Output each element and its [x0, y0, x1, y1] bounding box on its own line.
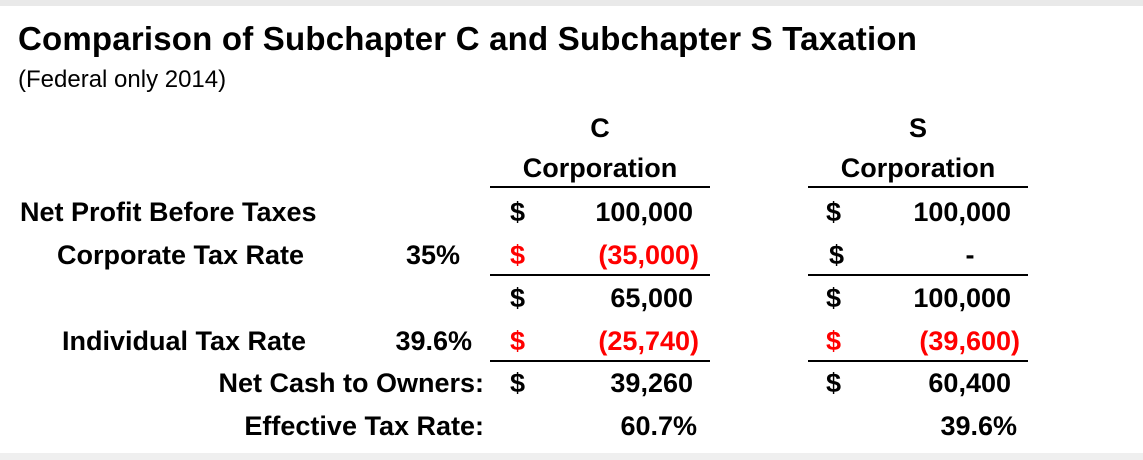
c-column-header-line2: Corporation	[522, 153, 678, 183]
indiv-tax-rate: 39.6%	[395, 326, 472, 356]
net-profit-c-value: 100,000	[595, 197, 693, 227]
corp-tax-s-value: -	[965, 240, 975, 270]
s-total-rule	[808, 360, 1028, 362]
page-title: Comparison of Subchapter C and Subchapte…	[18, 20, 918, 57]
net-profit-s-sign: $	[826, 197, 842, 227]
corp-tax-s-sign: $	[829, 240, 845, 270]
after-corp-s-sign: $	[826, 283, 842, 313]
indiv-tax-c-sign: $	[510, 326, 526, 356]
s-subtotal-rule	[808, 274, 1028, 276]
net-profit-c-sign: $	[510, 197, 526, 227]
s-column-header-line2: Corporation	[840, 153, 996, 183]
corp-tax-rate: 35%	[405, 240, 460, 270]
indiv-tax-s-value: (39,600)	[919, 326, 1020, 356]
effective-rate-s-value: 39.6%	[940, 411, 1017, 441]
after-corp-c-value: 65,000	[610, 283, 693, 313]
s-header-underline	[808, 186, 1028, 188]
effective-rate-c-value: 60.7%	[620, 411, 697, 441]
after-corp-s-value: 100,000	[913, 283, 1011, 313]
page-subtitle: (Federal only 2014)	[18, 66, 227, 93]
c-subtotal-rule	[490, 274, 710, 276]
top-border	[0, 0, 1143, 6]
c-total-rule	[490, 360, 710, 362]
indiv-tax-s-sign: $	[826, 326, 842, 356]
net-cash-c-value: 39,260	[610, 368, 693, 398]
c-header-underline	[490, 186, 710, 188]
corp-tax-c-value: (35,000)	[598, 240, 699, 270]
net-cash-label: Net Cash to Owners:	[218, 368, 484, 398]
net-cash-c-sign: $	[510, 368, 526, 398]
indiv-tax-label: Individual Tax Rate	[62, 326, 307, 356]
bottom-border	[0, 453, 1143, 460]
s-column-header-line1: S	[908, 113, 927, 143]
net-profit-s-value: 100,000	[913, 197, 1011, 227]
indiv-tax-c-value: (25,740)	[598, 326, 699, 356]
c-column-header-line1: C	[590, 113, 610, 143]
after-corp-c-sign: $	[510, 283, 526, 313]
corp-tax-c-sign: $	[510, 240, 526, 270]
net-cash-s-sign: $	[826, 368, 842, 398]
effective-rate-label: Effective Tax Rate:	[244, 411, 484, 441]
net-profit-label: Net Profit Before Taxes	[20, 197, 317, 227]
net-cash-s-value: 60,400	[928, 368, 1011, 398]
corp-tax-label: Corporate Tax Rate	[57, 240, 305, 270]
